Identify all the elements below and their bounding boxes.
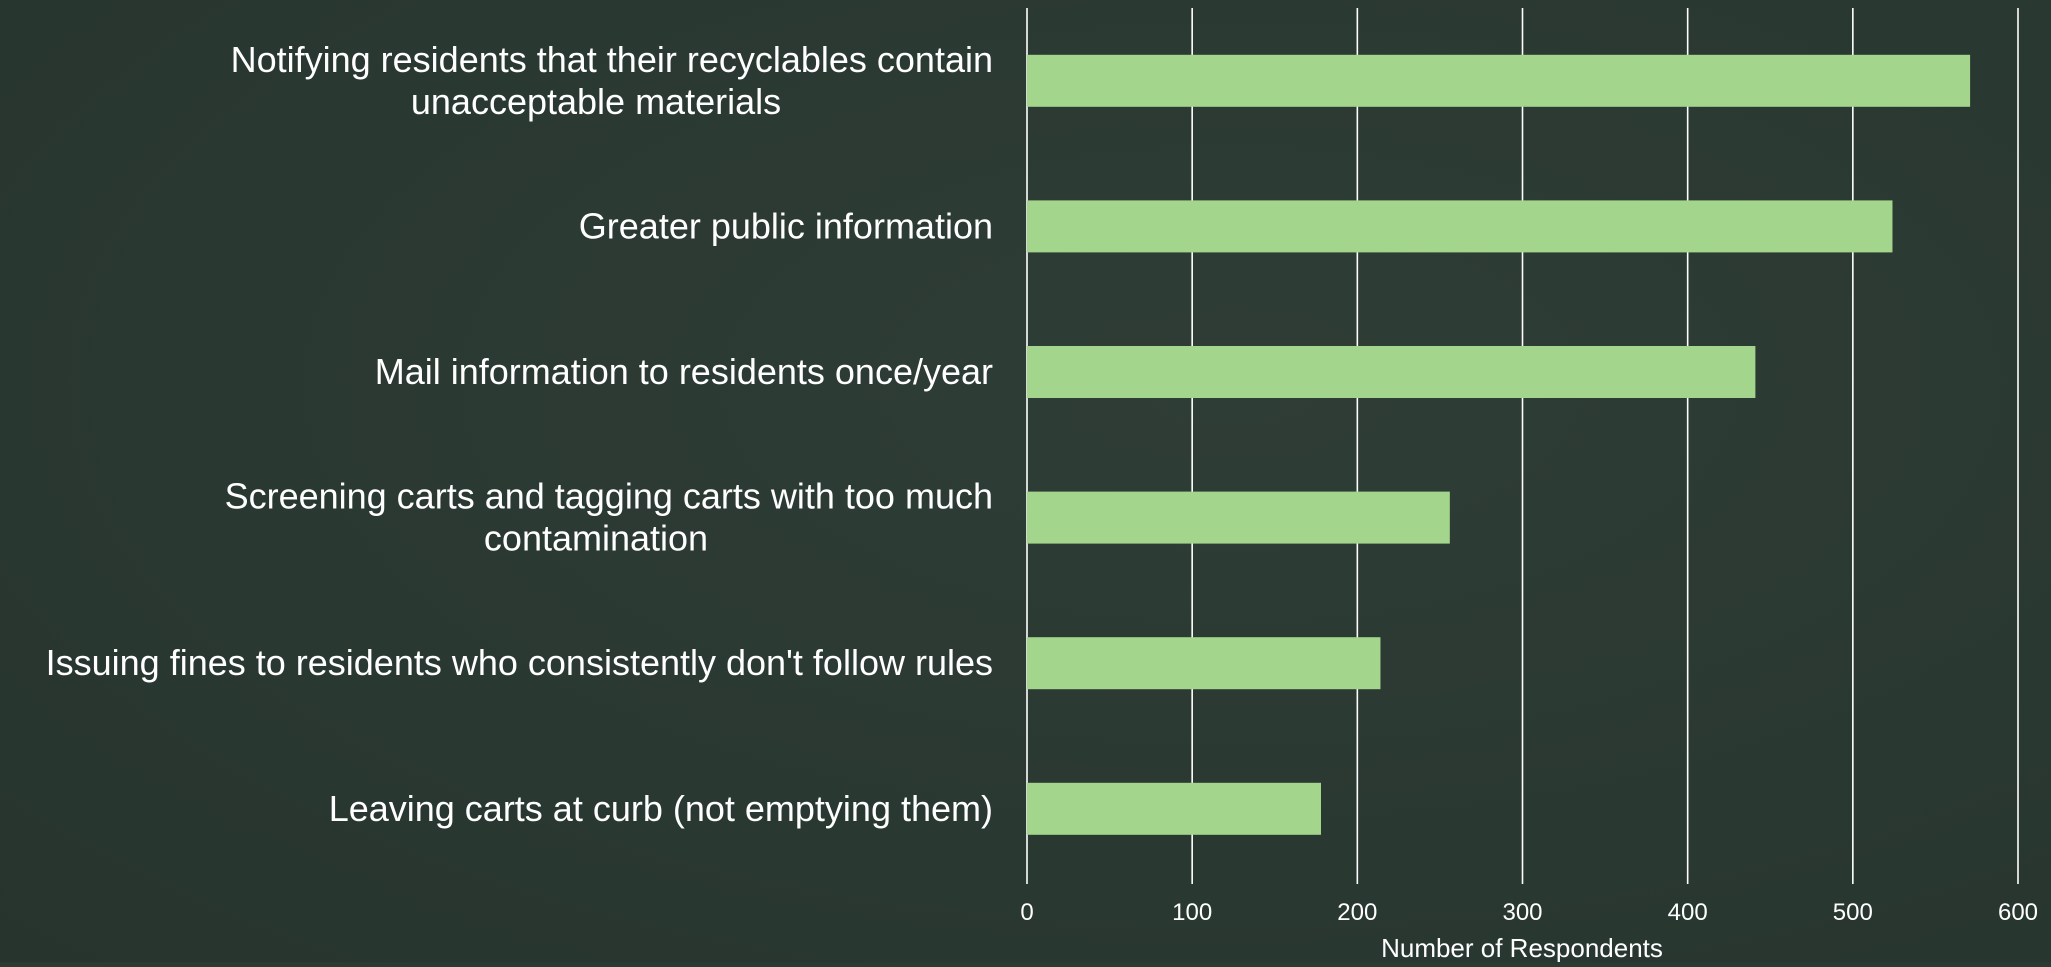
bar <box>1027 54 1971 107</box>
category-labels: Notifying residents that their recyclabl… <box>46 39 993 829</box>
x-tick-label: 300 <box>1502 899 1542 926</box>
category-label: Notifying residents that their recyclabl… <box>231 39 993 80</box>
x-tick-label: 100 <box>1172 899 1212 926</box>
x-tick-label: 0 <box>1020 899 1033 926</box>
x-tick-label: 500 <box>1833 899 1873 926</box>
category-label: Screening carts and tagging carts with t… <box>225 476 993 517</box>
bar <box>1027 491 1450 544</box>
x-tick-label: 600 <box>1998 899 2038 926</box>
bar <box>1027 346 1756 398</box>
category-label: Leaving carts at curb (not emptying them… <box>329 788 993 829</box>
x-tick-label: 400 <box>1668 899 1708 926</box>
bar <box>1027 637 1381 690</box>
x-tick-label: 200 <box>1337 899 1377 926</box>
category-label: unacceptable materials <box>411 81 781 122</box>
bars <box>1027 54 1971 835</box>
category-label: contamination <box>484 518 708 559</box>
x-tick-labels: 0 100 200 300 400 500 600 <box>1020 899 2038 926</box>
x-axis-label: Number of Respondents <box>1381 933 1663 962</box>
bar <box>1027 782 1321 835</box>
category-label: Issuing fines to residents who consisten… <box>46 642 993 683</box>
category-label: Greater public information <box>579 205 993 246</box>
gridlines <box>1026 8 2019 884</box>
bar <box>1027 200 1893 253</box>
category-label: Mail information to residents once/year <box>375 351 993 392</box>
